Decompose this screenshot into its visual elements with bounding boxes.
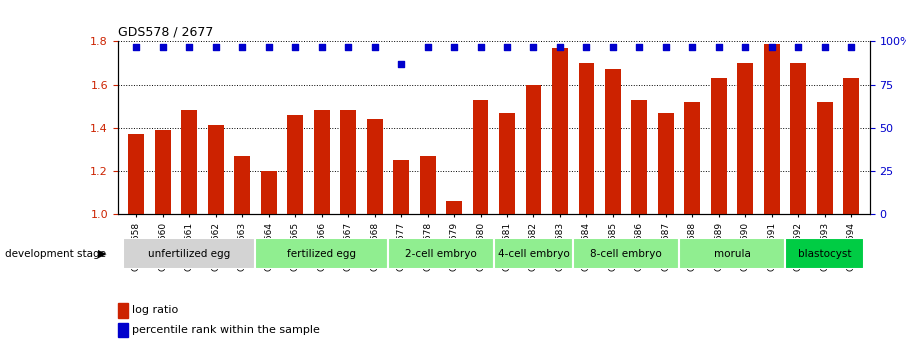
Bar — [785, 238, 864, 269]
Bar — [494, 238, 573, 269]
Bar — [711, 78, 727, 214]
Point — [367, 44, 381, 49]
Point — [606, 44, 621, 49]
Bar — [499, 112, 515, 214]
Text: 4-cell embryo: 4-cell embryo — [497, 249, 569, 258]
Point — [394, 61, 409, 67]
Point — [632, 44, 647, 49]
Point — [659, 44, 673, 49]
Point — [738, 44, 753, 49]
Point — [791, 44, 805, 49]
Bar — [764, 43, 780, 214]
Point — [553, 44, 567, 49]
Bar — [473, 100, 488, 214]
Bar — [525, 85, 542, 214]
Bar — [605, 69, 621, 214]
Point — [473, 44, 487, 49]
Point — [420, 44, 435, 49]
Bar — [235, 156, 250, 214]
Bar — [261, 171, 276, 214]
Bar — [737, 63, 753, 214]
Text: fertilized egg: fertilized egg — [287, 249, 356, 258]
Bar — [181, 110, 198, 214]
Bar — [388, 238, 494, 269]
Point — [341, 44, 355, 49]
Bar — [658, 112, 674, 214]
Bar — [393, 160, 409, 214]
Bar — [313, 110, 330, 214]
Text: blastocyst: blastocyst — [798, 249, 852, 258]
Bar — [680, 238, 785, 269]
Point — [314, 44, 329, 49]
Bar — [340, 110, 356, 214]
Point — [129, 44, 143, 49]
Bar — [790, 63, 806, 214]
Bar — [287, 115, 304, 214]
Bar — [631, 100, 648, 214]
Bar — [446, 201, 462, 214]
Bar — [843, 78, 859, 214]
Text: morula: morula — [714, 249, 750, 258]
Text: GDS578 / 2677: GDS578 / 2677 — [118, 26, 213, 39]
Bar — [419, 156, 436, 214]
Text: ▶: ▶ — [98, 249, 106, 258]
Point — [156, 44, 170, 49]
Text: 8-cell embryo: 8-cell embryo — [591, 249, 662, 258]
Text: unfertilized egg: unfertilized egg — [149, 249, 230, 258]
Bar — [207, 126, 224, 214]
Bar — [684, 102, 700, 214]
Bar — [155, 130, 170, 214]
Text: percentile rank within the sample: percentile rank within the sample — [132, 325, 320, 335]
Point — [526, 44, 541, 49]
Point — [447, 44, 461, 49]
Point — [208, 44, 223, 49]
Bar — [579, 63, 594, 214]
Bar — [118, 323, 128, 337]
Bar — [118, 303, 128, 317]
Point — [262, 44, 276, 49]
Point — [765, 44, 779, 49]
Bar — [552, 48, 568, 214]
Point — [288, 44, 303, 49]
Point — [182, 44, 197, 49]
Bar — [123, 238, 255, 269]
Point — [685, 44, 699, 49]
Point — [579, 44, 593, 49]
Point — [500, 44, 515, 49]
Bar — [573, 238, 680, 269]
Point — [817, 44, 832, 49]
Bar — [367, 119, 382, 214]
Bar — [129, 134, 144, 214]
Bar — [255, 238, 388, 269]
Text: development stage: development stage — [5, 249, 105, 258]
Point — [844, 44, 859, 49]
Bar — [817, 102, 833, 214]
Point — [711, 44, 726, 49]
Point — [235, 44, 249, 49]
Text: 2-cell embryo: 2-cell embryo — [405, 249, 477, 258]
Text: log ratio: log ratio — [132, 305, 178, 315]
